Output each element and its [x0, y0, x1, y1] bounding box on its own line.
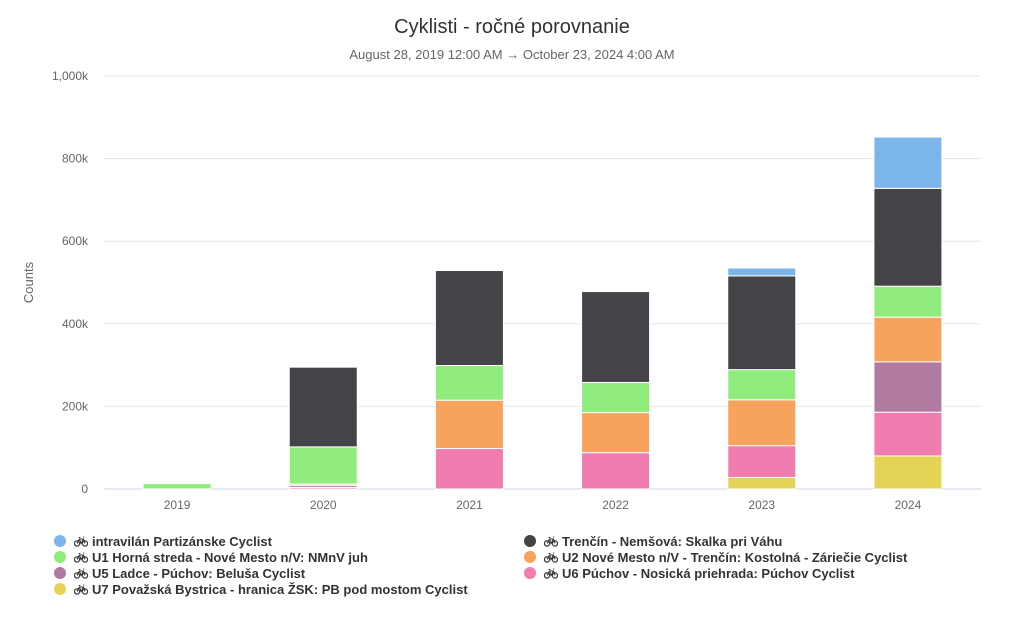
x-tick-label: 2021 [456, 498, 483, 512]
chart-title: Cyklisti - ročné porovnanie [394, 16, 630, 38]
bar-segment [727, 275, 797, 371]
x-tick-label: 2020 [310, 498, 337, 512]
chart-plot: 0 200k 400k 600k 800k 1,000k Counts 2019 2020 202… [21, 69, 981, 512]
x-tick-label: 2019 [164, 498, 191, 512]
bar-segment [873, 136, 943, 189]
legend-color-dot [524, 535, 536, 547]
y-tick-label: 400k [62, 317, 89, 331]
legend-item[interactable]: Trenčín - Nemšová: Skalka pri Váhu [524, 533, 974, 549]
bar-segment [727, 445, 797, 478]
bar-segment [142, 483, 212, 490]
bar-segment [873, 187, 943, 287]
bar-segment [581, 381, 651, 414]
bar-segment [727, 267, 797, 277]
bar-segment [434, 399, 504, 450]
bicycle-icon [74, 551, 88, 563]
legend-item[interactable]: U7 Považská Bystrica - hranica ŽSK: PB p… [54, 581, 524, 597]
legend-color-dot [54, 567, 66, 579]
bar-segment [873, 316, 943, 363]
bicycle-icon [74, 567, 88, 579]
bar-segment [581, 291, 651, 383]
bicycle-icon [544, 551, 558, 563]
legend-label: U2 Nové Mesto n/V - Trenčín: Kostolná - … [562, 549, 908, 565]
bar-segment [434, 270, 504, 367]
legend-label: Trenčín - Nemšová: Skalka pri Váhu [562, 533, 783, 549]
y-axis-title: Counts [21, 261, 36, 303]
legend-color-dot [524, 567, 536, 579]
legend-item[interactable]: U6 Púchov - Nosická priehrada: Púchov Cy… [524, 565, 974, 581]
bicycle-icon [74, 583, 88, 595]
legend-label: intravilán Partizánske Cyclist [92, 533, 272, 549]
legend-item[interactable]: U1 Horná streda - Nové Mesto n/V: NMnV j… [54, 549, 524, 565]
legend-color-dot [54, 583, 66, 595]
x-tick-label: 2022 [602, 498, 629, 512]
legend-label: U5 Ladce - Púchov: Beluša Cyclist [92, 565, 306, 581]
bar-segment [873, 411, 943, 457]
legend-item[interactable]: U5 Ladce - Púchov: Beluša Cyclist [54, 565, 524, 581]
legend-color-dot [54, 535, 66, 547]
bicycle-icon [74, 535, 88, 547]
bicycle-icon [544, 567, 558, 579]
legend-label: U1 Horná streda - Nové Mesto n/V: NMnV j… [92, 549, 368, 565]
bar-segment [727, 399, 797, 447]
bar-segment [873, 455, 943, 490]
chart-subtitle: August 28, 2019 12:00 AM → October 23, 2… [349, 47, 675, 62]
x-tick-label: 2023 [748, 498, 775, 512]
bar-segment [581, 452, 651, 490]
bar-segment [873, 361, 943, 413]
bar-segment [727, 476, 797, 490]
legend-label: U7 Považská Bystrica - hranica ŽSK: PB p… [92, 581, 468, 597]
chart-legend: intravilán Partizánske Cyclist Trenčín - … [54, 533, 974, 597]
y-tick-label: 0 [81, 482, 88, 496]
legend-label: U6 Púchov - Nosická priehrada: Púchov Cy… [562, 565, 855, 581]
bar-segment [727, 369, 797, 401]
y-tick-label: 600k [62, 234, 89, 248]
bicycle-icon [544, 535, 558, 547]
y-tick-label: 1,000k [52, 69, 89, 83]
bar-segment [288, 446, 358, 485]
bar-segment [873, 285, 943, 318]
y-tick-label: 200k [62, 399, 89, 413]
bar-segment [581, 412, 651, 454]
legend-color-dot [54, 551, 66, 563]
bar-segment [434, 365, 504, 401]
legend-item[interactable]: U2 Nové Mesto n/V - Trenčín: Kostolná - … [524, 549, 974, 565]
legend-item[interactable]: intravilán Partizánske Cyclist [54, 533, 524, 549]
y-tick-label: 800k [62, 152, 89, 166]
bar-segment [434, 448, 504, 490]
legend-color-dot [524, 551, 536, 563]
bar-segment [288, 366, 358, 448]
x-tick-label: 2024 [895, 498, 922, 512]
